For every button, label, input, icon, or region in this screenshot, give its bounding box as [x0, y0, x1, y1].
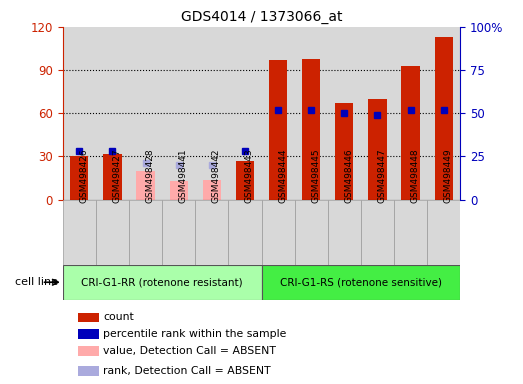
Bar	[435, 37, 453, 200]
Bar	[328, 200, 361, 265]
Bar	[236, 161, 254, 200]
Bar	[78, 346, 99, 356]
Text: percentile rank within the sample: percentile rank within the sample	[103, 329, 287, 339]
Bar	[195, 200, 229, 265]
Bar	[137, 171, 155, 200]
Bar	[195, 27, 229, 200]
Text: GSM498445: GSM498445	[311, 148, 320, 203]
Bar	[70, 157, 88, 200]
Bar	[361, 27, 394, 200]
Text: CRI-G1-RR (rotenone resistant): CRI-G1-RR (rotenone resistant)	[81, 277, 243, 287]
Bar	[302, 59, 320, 200]
Bar	[104, 154, 121, 200]
Text: GSM498446: GSM498446	[344, 148, 354, 203]
Bar	[96, 200, 129, 265]
Text: value, Detection Call = ABSENT: value, Detection Call = ABSENT	[103, 346, 276, 356]
Text: GSM498447: GSM498447	[378, 148, 386, 203]
Text: rank, Detection Call = ABSENT: rank, Detection Call = ABSENT	[103, 366, 271, 376]
Bar	[361, 200, 394, 265]
Bar	[269, 60, 287, 200]
Text: CRI-G1-RS (rotenone sensitive): CRI-G1-RS (rotenone sensitive)	[280, 277, 442, 287]
Text: GSM498444: GSM498444	[278, 149, 287, 203]
Bar	[294, 200, 328, 265]
Bar	[368, 99, 386, 200]
Text: GSM498442: GSM498442	[212, 149, 221, 203]
Bar	[63, 200, 96, 265]
Bar	[63, 265, 262, 300]
Bar	[229, 27, 262, 200]
Bar	[394, 27, 427, 200]
Bar	[78, 366, 99, 376]
Text: GDS4014 / 1373066_at: GDS4014 / 1373066_at	[181, 10, 342, 23]
Bar	[402, 66, 419, 200]
Text: GSM498426: GSM498426	[79, 148, 88, 203]
Text: GSM498443: GSM498443	[245, 148, 254, 203]
Text: cell line: cell line	[15, 277, 58, 287]
Bar	[203, 180, 221, 200]
Bar	[96, 27, 129, 200]
Text: GSM498441: GSM498441	[179, 148, 188, 203]
Bar	[427, 200, 460, 265]
Bar	[129, 200, 162, 265]
Bar	[394, 200, 427, 265]
Bar	[427, 27, 460, 200]
Bar	[169, 181, 188, 200]
Text: GSM498448: GSM498448	[411, 148, 419, 203]
Bar	[262, 265, 460, 300]
Bar	[162, 27, 195, 200]
Bar	[262, 27, 294, 200]
Bar	[262, 200, 294, 265]
Bar	[328, 27, 361, 200]
Bar	[78, 313, 99, 322]
Bar	[335, 103, 354, 200]
Bar	[294, 27, 328, 200]
Bar	[229, 200, 262, 265]
Text: GSM498449: GSM498449	[444, 148, 453, 203]
Bar	[129, 27, 162, 200]
Text: GSM498428: GSM498428	[145, 148, 155, 203]
Text: GSM498427: GSM498427	[112, 148, 121, 203]
Bar	[162, 200, 195, 265]
Bar	[78, 329, 99, 339]
Text: count: count	[103, 312, 134, 322]
Bar	[63, 27, 96, 200]
